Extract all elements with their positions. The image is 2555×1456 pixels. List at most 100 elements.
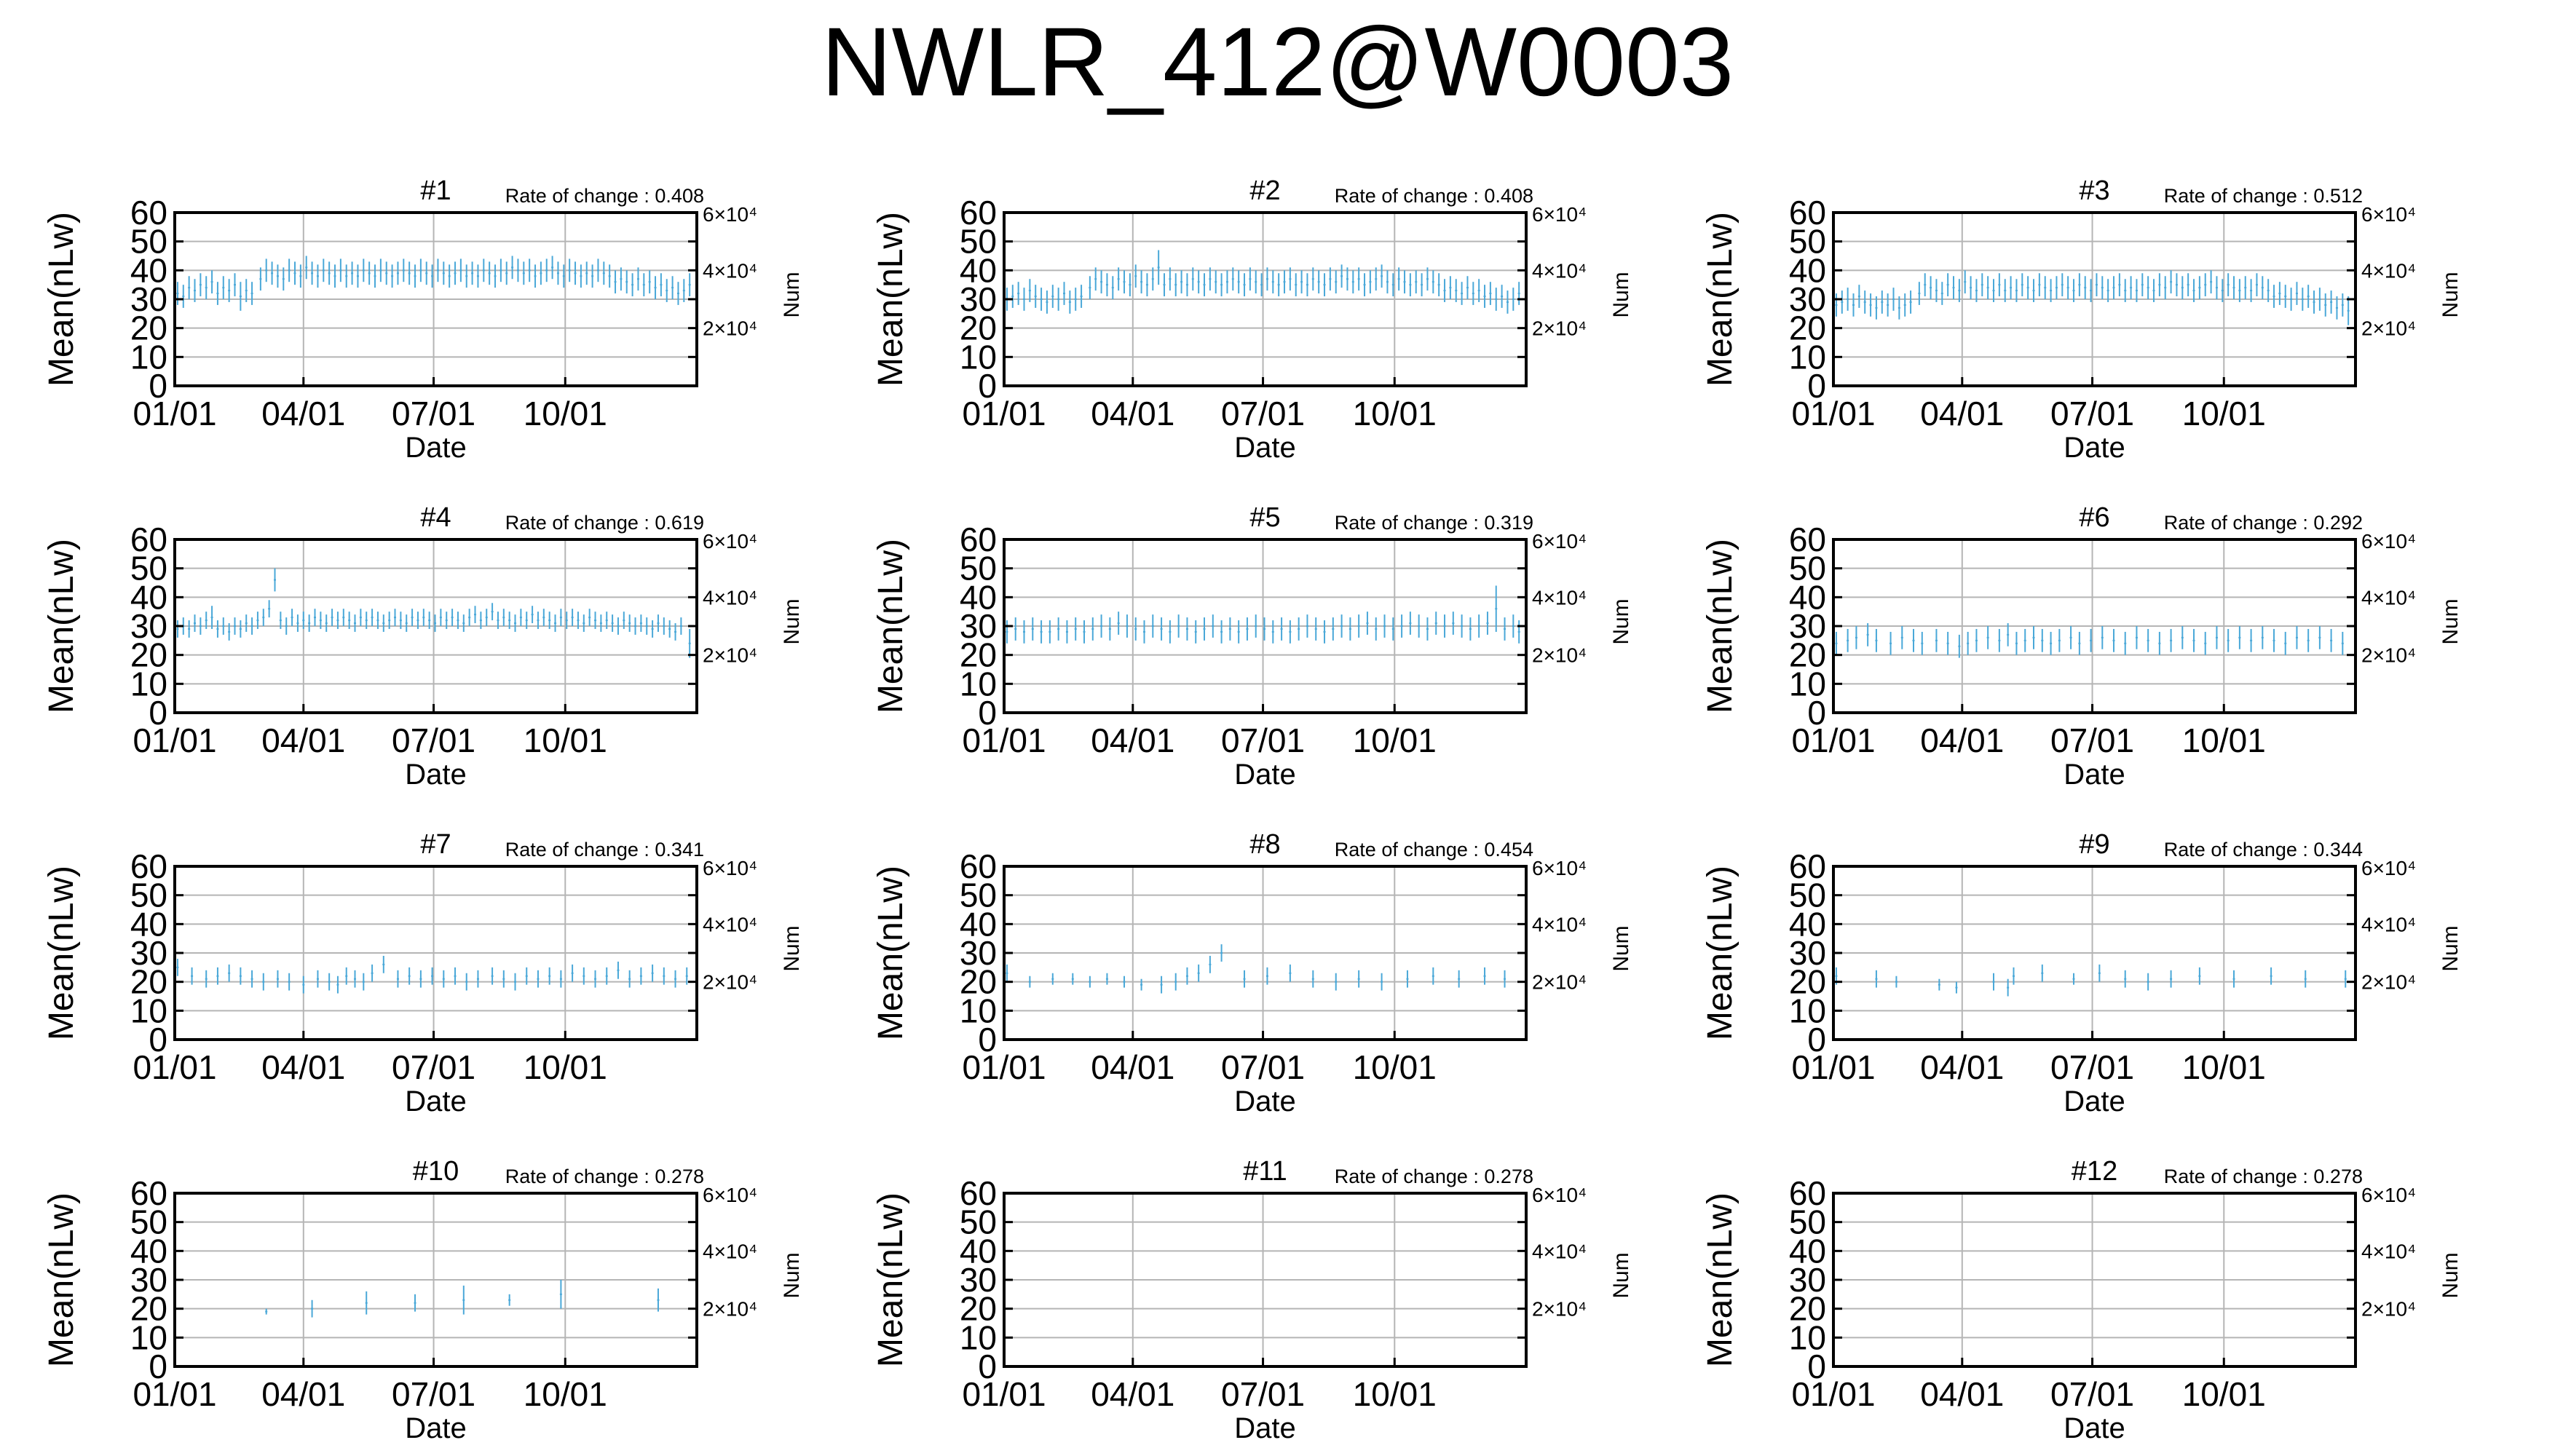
y-tick-label: 0 [149, 694, 167, 732]
x-tick-label: 04/01 [1920, 1375, 2004, 1413]
y2-tick-label: 6×10⁴ [2361, 530, 2416, 553]
y-tick-label: 60 [130, 521, 167, 558]
y2-tick-label: 6×10⁴ [1532, 857, 1587, 879]
y-tick-label: 20 [960, 1290, 997, 1328]
y2-tick-label: 6×10⁴ [703, 203, 757, 226]
y-tick-label: 40 [960, 1232, 997, 1270]
x-tick-label: 01/01 [133, 721, 216, 759]
x-tick-label: 01/01 [133, 1375, 216, 1413]
y-tick-label: 60 [1789, 847, 1826, 885]
x-tick-label: 10/01 [1353, 395, 1437, 432]
y-tick-label: 40 [1789, 905, 1826, 943]
y-axis-label: Mean(nLw) [42, 866, 81, 1040]
x-tick-label: 10/01 [1353, 1048, 1437, 1086]
y2-tick-label: 4×10⁴ [703, 259, 757, 282]
x-tick-label: 01/01 [1791, 1048, 1875, 1086]
panel-title: #11 [1243, 1156, 1287, 1187]
x-tick-label: 10/01 [2182, 1375, 2266, 1413]
x-axis-label: Date [1234, 1085, 1296, 1117]
panel-title: #12 [2072, 1156, 2117, 1187]
y-tick-label: 60 [130, 847, 167, 885]
y2-axis-label: Num [1609, 1252, 1633, 1298]
y-tick-label: 10 [960, 1318, 997, 1356]
y-tick-label: 10 [1789, 338, 1826, 376]
y-axis-label: Mean(nLw) [872, 866, 910, 1040]
y-tick-label: 10 [1789, 1318, 1826, 1356]
y-tick-label: 50 [1789, 1203, 1826, 1241]
y2-axis-label: Num [1609, 925, 1633, 971]
y-axis-label: Mean(nLw) [42, 1192, 81, 1367]
x-tick-label: 10/01 [2182, 1048, 2266, 1086]
y-tick-label: 20 [1789, 636, 1826, 674]
rate-of-change-label: Rate of change : 0.619 [505, 512, 704, 534]
x-tick-label: 04/01 [261, 1375, 345, 1413]
y-tick-label: 40 [1789, 1232, 1826, 1270]
x-tick-label: 10/01 [524, 1375, 607, 1413]
y-tick-label: 50 [1789, 550, 1826, 587]
y-tick-label: 60 [960, 521, 997, 558]
y-tick-label: 30 [1789, 1261, 1826, 1299]
y-tick-label: 40 [1789, 578, 1826, 616]
x-tick-label: 01/01 [1791, 721, 1875, 759]
rate-of-change-label: Rate of change : 0.344 [2164, 839, 2363, 860]
x-tick-label: 10/01 [2182, 395, 2266, 432]
y-tick-label: 20 [1789, 1290, 1826, 1328]
y-tick-label: 20 [960, 963, 997, 1001]
y-tick-label: 60 [960, 847, 997, 885]
y-tick-label: 10 [960, 992, 997, 1029]
y2-tick-label: 6×10⁴ [703, 857, 757, 879]
y-tick-label: 50 [1789, 223, 1826, 261]
x-tick-label: 10/01 [524, 721, 607, 759]
y2-axis-label: Num [780, 925, 804, 971]
y2-tick-label: 4×10⁴ [703, 586, 757, 609]
y-axis-label: Mean(nLw) [872, 1192, 910, 1367]
y2-tick-label: 2×10⁴ [2361, 971, 2416, 994]
y2-tick-label: 6×10⁴ [2361, 857, 2416, 879]
y-tick-label: 40 [1789, 251, 1826, 289]
y-tick-label: 0 [978, 367, 997, 405]
y-tick-label: 20 [960, 636, 997, 674]
y-tick-label: 60 [130, 1174, 167, 1212]
x-axis-label: Date [2064, 1412, 2125, 1444]
y2-axis-label: Num [780, 1252, 804, 1298]
y-tick-label: 30 [1789, 607, 1826, 645]
x-tick-label: 01/01 [1791, 1375, 1875, 1413]
panel-title: #5 [1249, 502, 1280, 533]
y-tick-label: 30 [960, 280, 997, 318]
y2-tick-label: 2×10⁴ [703, 644, 757, 667]
y-tick-label: 10 [130, 665, 167, 703]
x-tick-label: 07/01 [2050, 1048, 2134, 1086]
y2-tick-label: 4×10⁴ [1532, 1240, 1587, 1262]
x-tick-label: 07/01 [392, 1048, 475, 1086]
y2-tick-label: 6×10⁴ [1532, 530, 1587, 553]
panel-title: #8 [1249, 829, 1280, 860]
y-tick-label: 50 [960, 223, 997, 261]
y-tick-label: 20 [130, 1290, 167, 1328]
y-tick-label: 10 [130, 992, 167, 1029]
y-axis-label: Mean(nLw) [1701, 212, 1739, 387]
x-axis-label: Date [2064, 1085, 2125, 1117]
y2-tick-label: 6×10⁴ [703, 1184, 757, 1206]
y2-tick-label: 2×10⁴ [2361, 644, 2416, 667]
y-tick-label: 30 [1789, 934, 1826, 972]
x-axis-label: Date [2064, 759, 2125, 791]
y2-tick-label: 6×10⁴ [1532, 1184, 1587, 1206]
x-axis-label: Date [405, 432, 467, 464]
y-tick-label: 30 [130, 607, 167, 645]
y-tick-label: 40 [130, 1232, 167, 1270]
y2-tick-label: 4×10⁴ [703, 913, 757, 935]
y-tick-label: 30 [960, 607, 997, 645]
panel-title: #6 [2079, 502, 2109, 533]
y2-axis-label: Num [780, 272, 804, 317]
y2-tick-label: 2×10⁴ [703, 1298, 757, 1321]
y2-tick-label: 2×10⁴ [2361, 1298, 2416, 1321]
x-axis-label: Date [405, 759, 467, 791]
rate-of-change-label: Rate of change : 0.278 [1335, 1166, 1533, 1187]
x-tick-label: 01/01 [962, 721, 1046, 759]
